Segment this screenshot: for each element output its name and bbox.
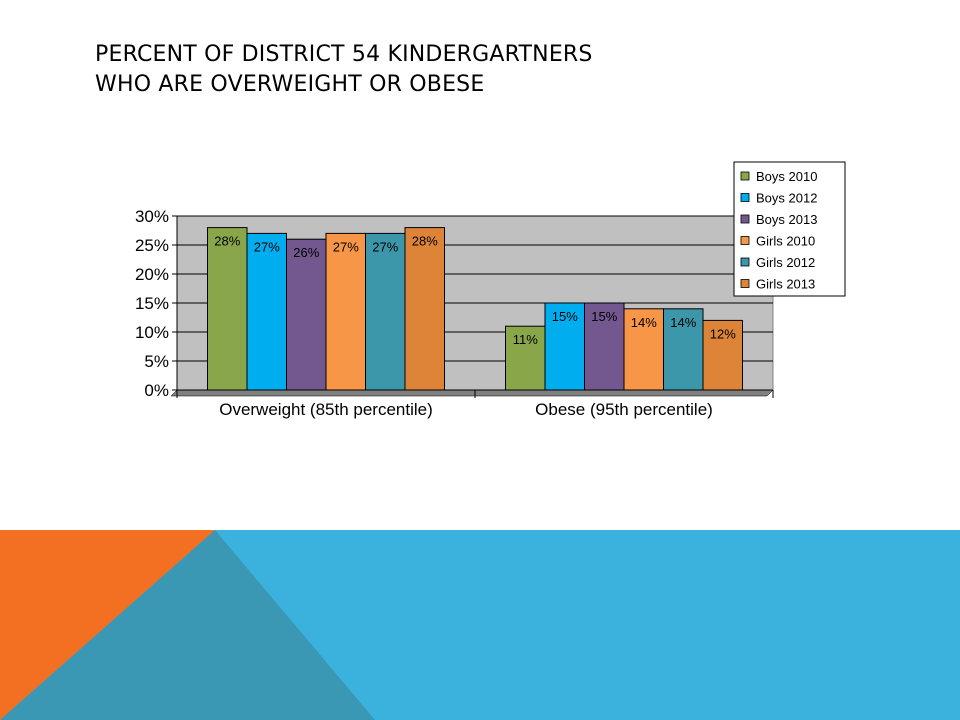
bar: [404, 227, 445, 391]
bar: [207, 227, 248, 391]
legend-swatch: [740, 279, 750, 288]
bar: [325, 232, 366, 391]
x-tick-label: Overweight (85th percentile): [219, 400, 433, 419]
legend-swatch: [740, 193, 750, 202]
y-tick-label: 0%: [144, 381, 169, 400]
bar: [544, 302, 585, 391]
data-label: 28%: [214, 234, 240, 249]
x-tick-label: Obese (95th percentile): [535, 400, 713, 419]
slide-title: PERCENT OF DISTRICT 54 KINDERGARTNERS WH…: [95, 40, 895, 100]
y-tick-label: 30%: [135, 207, 169, 226]
y-tick-label: 10%: [135, 323, 169, 342]
data-label: 27%: [254, 239, 280, 254]
y-tick-label: 5%: [144, 352, 169, 371]
bar: [584, 302, 625, 391]
bar-chart: 0% 5% 10% 15% 20% 25% 30% 28% 27% 26% 27% 27% 28% Ove…: [135, 161, 846, 419]
bar: [623, 308, 664, 391]
bar: [286, 238, 327, 391]
data-label: 12%: [710, 326, 736, 341]
band-teal-triangle: [0, 530, 375, 720]
legend-label: Boys 2010: [756, 169, 817, 184]
legend-label: Boys 2012: [756, 191, 817, 206]
legend-label: Girls 2013: [756, 277, 815, 292]
bar: [365, 232, 406, 391]
legend-swatch: [740, 214, 750, 224]
bar: [246, 232, 287, 391]
y-tick-label: 15%: [135, 294, 169, 313]
data-label: 15%: [591, 309, 617, 324]
slide-title-line-1: PERCENT OF DISTRICT 54 KINDERGARTNERS: [95, 42, 593, 67]
data-label: 27%: [333, 239, 359, 254]
decorative-bottom-band: [0, 530, 960, 720]
data-label: 15%: [552, 309, 578, 324]
data-label: 26%: [293, 245, 319, 260]
legend-label: Girls 2010: [756, 234, 815, 249]
data-label: 14%: [631, 315, 657, 330]
data-label: 28%: [412, 234, 438, 249]
y-tick-label: 25%: [135, 236, 169, 255]
slide-title-line-2: WHO ARE OVERWEIGHT OR OBESE: [95, 72, 485, 97]
chart-floor: [170, 389, 774, 397]
bar: [702, 319, 743, 391]
legend-swatch: [740, 257, 750, 267]
legend-swatch: [740, 236, 750, 245]
legend-swatch: [740, 171, 750, 181]
y-tick-label: 20%: [135, 265, 169, 284]
data-label: 14%: [670, 315, 696, 330]
bar: [663, 308, 704, 391]
legend-label: Girls 2012: [756, 255, 815, 270]
data-label: 27%: [372, 239, 398, 254]
data-label: 11%: [513, 332, 538, 347]
legend-label: Boys 2013: [756, 212, 817, 227]
legend: [733, 161, 846, 297]
bar: [505, 325, 546, 391]
